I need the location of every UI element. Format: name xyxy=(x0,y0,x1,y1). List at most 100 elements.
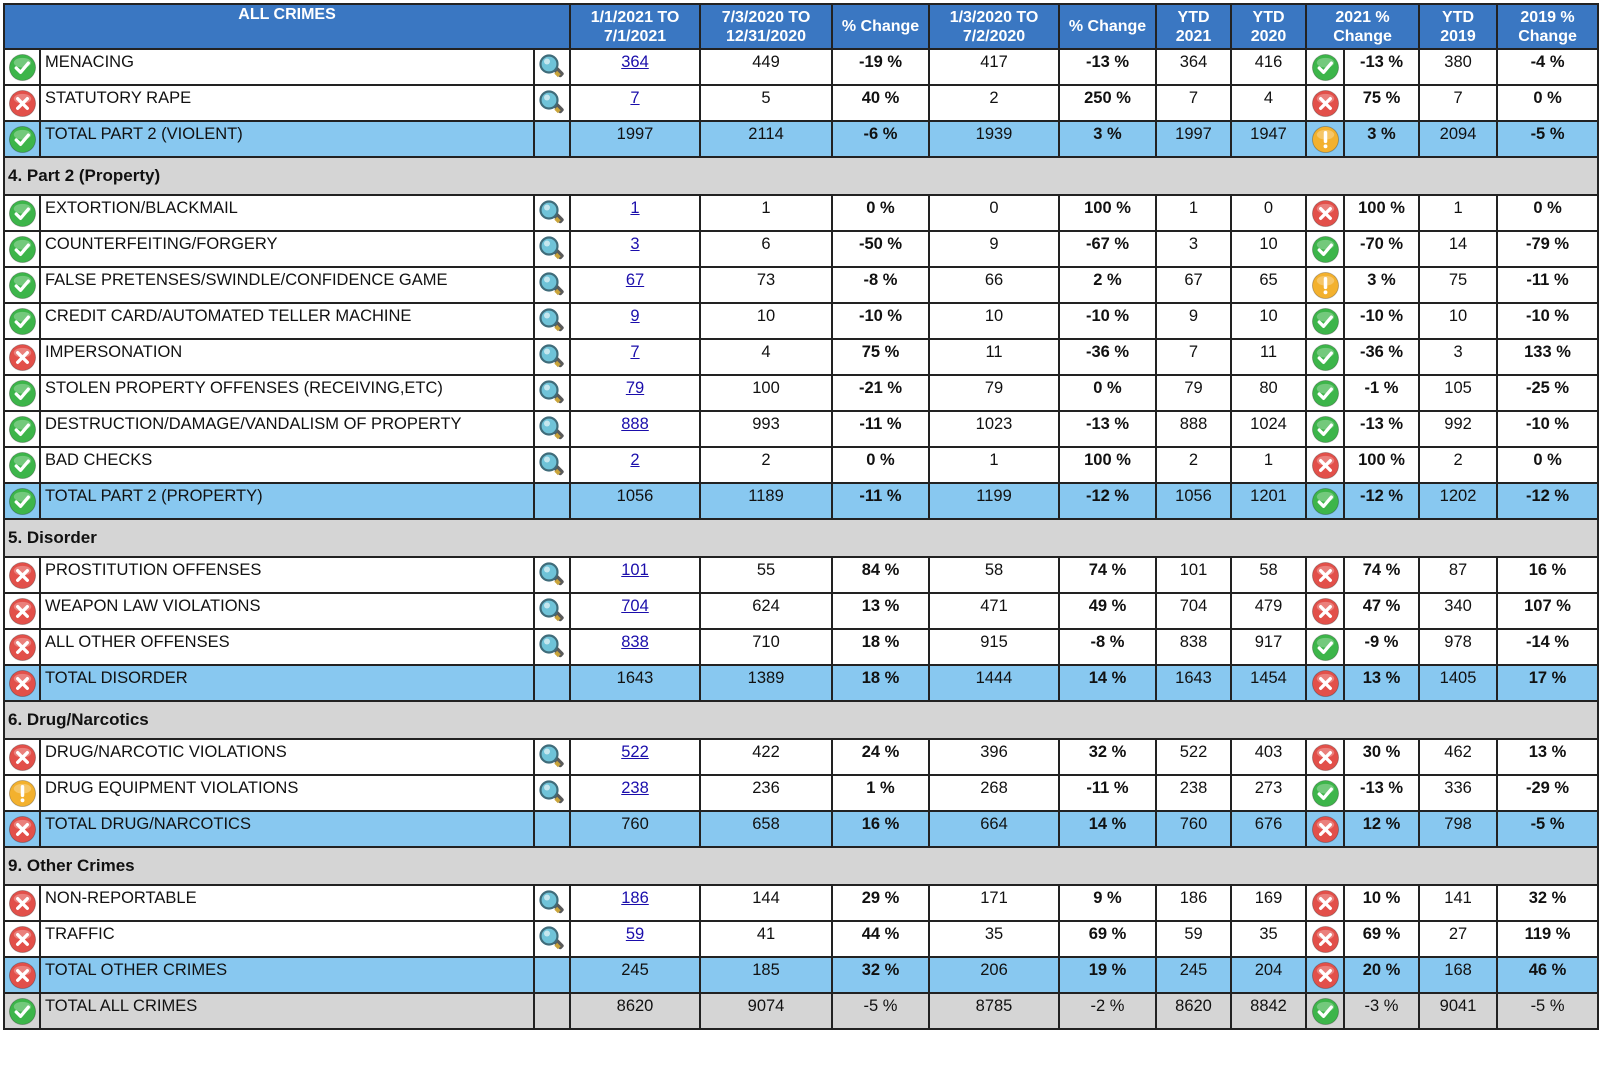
header-label-line: % Change xyxy=(1068,18,1147,35)
magnifier-icon[interactable] xyxy=(538,53,566,81)
detail-cell[interactable] xyxy=(532,592,572,630)
change-2019-cell-value: -14 % xyxy=(1525,632,1570,651)
current-count-link[interactable]: 2 xyxy=(630,450,640,469)
last-year-period-cell-value: 915 xyxy=(980,632,1008,651)
check-circle-icon xyxy=(1311,997,1339,1025)
detail-cell[interactable] xyxy=(532,884,572,922)
x-circle-icon xyxy=(1311,451,1339,479)
status-2021-cell xyxy=(1305,920,1346,958)
table-body: MENACING 364 449 -19 % 417 -13 % 364 416 -13 % 38… xyxy=(2,48,1600,1030)
header-label-line: 2020 xyxy=(1250,27,1287,45)
detail-cell[interactable] xyxy=(532,230,572,268)
current-count-link[interactable]: 522 xyxy=(621,742,649,761)
header-period-current: 1/1/2021 TO 7/1/2021 xyxy=(569,3,702,50)
current-count-link[interactable]: 79 xyxy=(625,378,645,397)
header-label-line: 2019 % xyxy=(1520,8,1575,26)
detail-cell[interactable] xyxy=(532,628,572,666)
detail-cell[interactable] xyxy=(532,446,572,484)
crime-name-cell-value: TOTAL PART 2 (VIOLENT) xyxy=(45,124,243,143)
detail-cell[interactable] xyxy=(532,266,572,304)
pct-change-1-cell-value: -50 % xyxy=(858,234,903,253)
magnifier-icon[interactable] xyxy=(538,235,566,263)
ytd-2021-cell: 9 xyxy=(1155,302,1233,340)
ytd-2021-cell-value: 7 xyxy=(1188,88,1199,107)
detail-cell[interactable] xyxy=(532,920,572,958)
change-2021-cell-value: 75 % xyxy=(1362,88,1401,107)
current-count-link[interactable]: 238 xyxy=(621,778,649,797)
pct-change-2-cell-value: 69 % xyxy=(1088,924,1127,943)
ytd-2021-cell-value: 704 xyxy=(1179,596,1208,615)
current-count-link[interactable]: 186 xyxy=(621,888,649,907)
magnifier-icon[interactable] xyxy=(538,415,566,443)
magnifier-icon[interactable] xyxy=(538,779,566,807)
crime-name-cell: DESTRUCTION/DAMAGE/VANDALISM OF PROPERTY xyxy=(39,410,535,448)
ytd-2021-cell-value: 838 xyxy=(1179,632,1208,651)
ytd-2020-cell: 10 xyxy=(1230,302,1308,340)
current-count-link[interactable]: 3 xyxy=(630,234,640,253)
pct-change-1-cell-value: -21 % xyxy=(858,378,903,397)
pct-change-2-cell-value: -10 % xyxy=(1085,306,1130,325)
magnifier-icon[interactable] xyxy=(538,633,566,661)
last-year-period-cell: 66 xyxy=(928,266,1061,304)
header-pct-change-2: % Change xyxy=(1058,3,1158,50)
pct-change-2-cell: 0 % xyxy=(1058,374,1158,412)
ytd-2019-cell: 87 xyxy=(1418,556,1499,594)
current-count-link[interactable]: 101 xyxy=(621,560,649,579)
detail-cell[interactable] xyxy=(532,338,572,376)
current-count-link[interactable]: 7 xyxy=(630,342,640,361)
current-count-link[interactable]: 838 xyxy=(621,632,649,651)
pct-change-1-cell-value: 40 % xyxy=(861,88,900,107)
last-year-period-cell: 171 xyxy=(928,884,1061,922)
magnifier-icon[interactable] xyxy=(538,451,566,479)
prev-period-cell: 144 xyxy=(699,884,834,922)
current-count-link[interactable]: 59 xyxy=(625,924,645,943)
change-2019-cell: -25 % xyxy=(1496,374,1600,412)
ytd-2021-cell-value: 9 xyxy=(1188,306,1199,325)
magnifier-icon[interactable] xyxy=(538,379,566,407)
current-count-link[interactable]: 9 xyxy=(630,306,640,325)
magnifier-icon[interactable] xyxy=(538,307,566,335)
detail-cell[interactable] xyxy=(532,48,572,86)
status-2021-cell xyxy=(1305,410,1346,448)
current-count-link[interactable]: 1 xyxy=(630,198,640,217)
change-2021-cell-value: -13 % xyxy=(1359,778,1404,797)
last-year-period-cell-value: 171 xyxy=(980,888,1008,907)
pct-change-2-cell: -12 % xyxy=(1058,482,1158,520)
ytd-2021-cell: 101 xyxy=(1155,556,1233,594)
status-cell xyxy=(3,810,41,848)
ytd-2020-cell: 676 xyxy=(1230,810,1308,848)
magnifier-icon[interactable] xyxy=(538,343,566,371)
magnifier-icon[interactable] xyxy=(538,561,566,589)
header-label-line: 1/3/2020 TO xyxy=(949,8,1039,26)
last-year-period-cell-value: 268 xyxy=(980,778,1008,797)
detail-cell[interactable] xyxy=(532,738,572,776)
last-year-period-cell-value: 35 xyxy=(984,924,1004,943)
current-count-link[interactable]: 7 xyxy=(630,88,640,107)
current-count-link[interactable]: 888 xyxy=(621,414,649,433)
current-count-link[interactable]: 67 xyxy=(625,270,645,289)
magnifier-icon[interactable] xyxy=(538,199,566,227)
crime-name-cell: DRUG/NARCOTIC VIOLATIONS xyxy=(39,738,535,776)
detail-cell[interactable] xyxy=(532,774,572,812)
pct-change-2-cell-value: 14 % xyxy=(1088,814,1127,833)
current-count-link[interactable]: 704 xyxy=(621,596,649,615)
magnifier-icon[interactable] xyxy=(538,597,566,625)
ytd-2021-cell-value: 2 xyxy=(1188,450,1199,469)
detail-cell[interactable] xyxy=(532,374,572,412)
detail-cell[interactable] xyxy=(532,410,572,448)
magnifier-icon[interactable] xyxy=(538,743,566,771)
prev-period-cell-value: 6 xyxy=(761,234,771,253)
current-count-link[interactable]: 364 xyxy=(621,52,649,71)
status-cell xyxy=(3,302,41,340)
last-year-period-cell: 10 xyxy=(928,302,1061,340)
magnifier-icon[interactable] xyxy=(538,89,566,117)
detail-cell[interactable] xyxy=(532,194,572,232)
magnifier-icon[interactable] xyxy=(538,271,566,299)
detail-cell[interactable] xyxy=(532,302,572,340)
magnifier-icon[interactable] xyxy=(538,889,566,917)
magnifier-icon[interactable] xyxy=(538,925,566,953)
change-2021-cell-value: 3 % xyxy=(1367,124,1396,143)
detail-cell[interactable] xyxy=(532,84,572,122)
pct-change-1-cell-value: -11 % xyxy=(859,414,902,433)
detail-cell[interactable] xyxy=(532,556,572,594)
